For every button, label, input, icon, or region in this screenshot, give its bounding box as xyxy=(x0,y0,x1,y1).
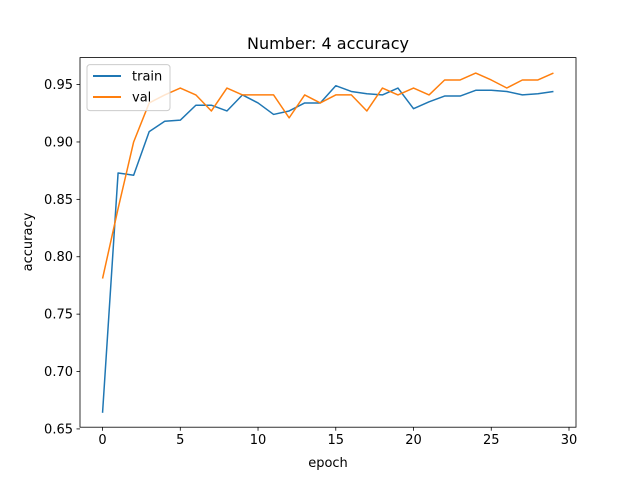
y-tick-label: 0.80 xyxy=(44,250,73,265)
y-tick-label: 0.90 xyxy=(44,135,73,150)
chart-title: Number: 4 accuracy xyxy=(247,34,409,53)
legend-label-train: train xyxy=(132,70,162,85)
y-tick-label: 0.70 xyxy=(44,365,73,380)
series-layer xyxy=(101,72,554,413)
plot-area xyxy=(80,57,576,428)
x-tick-label: 25 xyxy=(483,433,500,448)
y-tick-label: 0.75 xyxy=(44,308,73,323)
plot-frame xyxy=(79,57,577,428)
y-tick-label: 0.95 xyxy=(44,78,73,93)
x-tick-label: 30 xyxy=(561,433,578,448)
y-axis-label: accuracy xyxy=(21,212,36,271)
series-line-train xyxy=(101,84,554,413)
y-tick-label: 0.85 xyxy=(44,193,73,208)
x-tick-label: 0 xyxy=(98,433,106,448)
x-tick-label: 20 xyxy=(405,433,422,448)
series-line-val xyxy=(101,72,554,279)
legend-label-val: val xyxy=(132,91,151,106)
x-tick-label: 10 xyxy=(250,433,267,448)
x-tick-label: 15 xyxy=(328,433,345,448)
x-axis: 0 5 10 15 20 25 30 xyxy=(98,427,577,448)
legend: train val xyxy=(86,64,171,112)
x-tick-label: 5 xyxy=(176,433,184,448)
y-axis: 0.65 0.70 0.75 0.80 0.85 0.90 0.95 xyxy=(44,78,80,437)
y-tick-label: 0.65 xyxy=(44,422,73,437)
x-axis-label: epoch xyxy=(308,456,348,471)
